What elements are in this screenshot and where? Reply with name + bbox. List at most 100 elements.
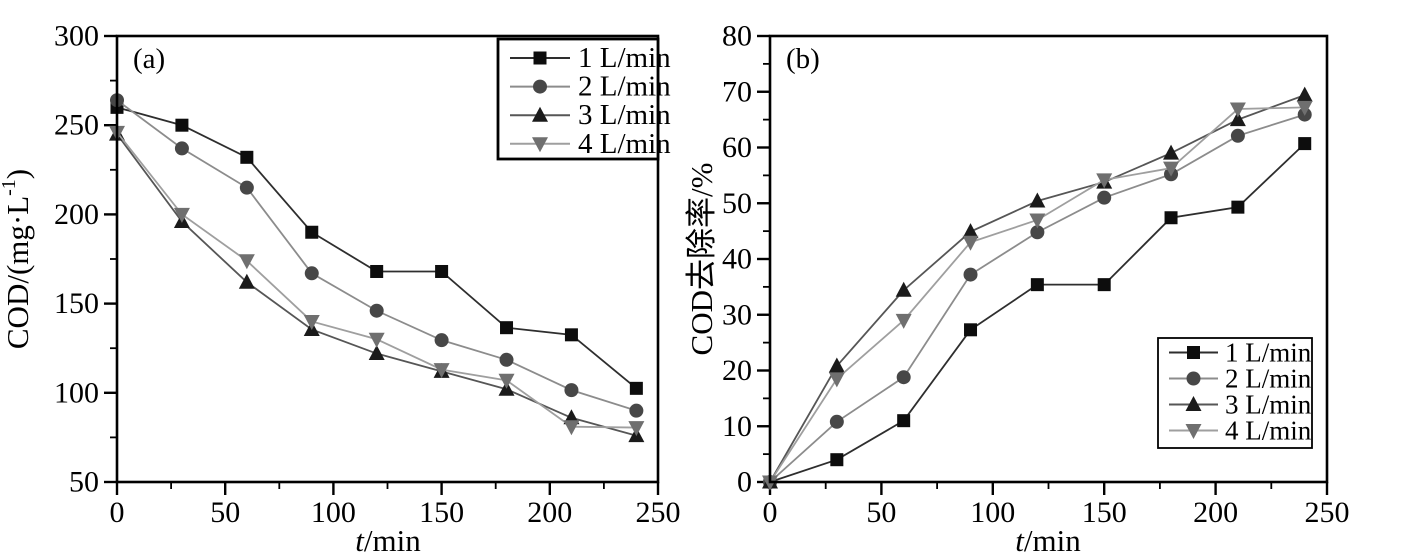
- chart-b: 0 50 100 150 200 250 0 10 20 30 40 50 60 70 80 (b) t/min…: [684, 20, 1350, 559]
- legend-label: 3 L/min: [1225, 390, 1312, 420]
- data-point-triangle-down: [628, 421, 645, 437]
- data-point-triangle-up: [962, 223, 979, 239]
- legend-marker-triangle-up: [532, 106, 548, 122]
- data-point-triangle-up: [1163, 144, 1180, 160]
- data-point-circle: [1097, 190, 1112, 205]
- data-point-triangle-up: [828, 357, 845, 373]
- data-point-triangle-up: [1229, 111, 1246, 127]
- data-point-square: [1298, 137, 1312, 151]
- data-point-square: [629, 381, 643, 395]
- y-tick-label: 40: [722, 243, 752, 276]
- y-tick-label: 50: [722, 187, 752, 220]
- data-point-square: [564, 328, 578, 342]
- legend-item: 1 L/min: [510, 42, 671, 74]
- legend-item: 2 L/min: [510, 71, 671, 103]
- x-tick-label: 150: [419, 496, 464, 529]
- data-point-square: [830, 453, 844, 467]
- legend-label: 1 L/min: [1225, 338, 1312, 368]
- data-point-square: [1164, 211, 1178, 225]
- data-point-triangle-up: [1029, 192, 1046, 208]
- data-point-square: [964, 323, 978, 337]
- plot-frame: [768, 34, 1329, 484]
- x-tick-label: 150: [1082, 496, 1127, 529]
- data-point-triangle-down: [563, 420, 580, 436]
- x-tick-label: 0: [110, 496, 125, 529]
- x-axis-title: t/min: [355, 523, 421, 558]
- series-2-l-min: [110, 93, 644, 418]
- panel-label: (b): [786, 43, 820, 75]
- legend-item: 1 L/min: [1169, 338, 1312, 368]
- legend-marker-square: [533, 51, 547, 65]
- data-point-triangle-up: [895, 281, 912, 297]
- data-point-triangle-down: [368, 332, 385, 348]
- data-point-square: [1030, 278, 1044, 292]
- y-axis-title: COD/(mg·L-1): [0, 169, 35, 349]
- y-tick-label: 100: [54, 376, 99, 409]
- panel-label: (a): [133, 43, 165, 75]
- legend-item: 3 L/min: [1169, 390, 1312, 420]
- x-tick-label: 200: [1193, 496, 1238, 529]
- data-point-circle: [629, 403, 644, 418]
- legend-marker-circle: [533, 79, 547, 94]
- data-point-square: [897, 414, 911, 428]
- legend-item: 3 L/min: [510, 99, 671, 131]
- y-tick-label: 0: [737, 466, 752, 499]
- y-tick-label: 80: [722, 20, 752, 53]
- data-point-triangle-up: [238, 273, 255, 289]
- legend-item: 4 L/min: [1169, 416, 1312, 446]
- data-point-square: [500, 321, 514, 335]
- legend-marker-circle: [1186, 371, 1201, 386]
- data-point-square: [1231, 200, 1245, 214]
- legend-marker-triangle-up: [1185, 396, 1202, 411]
- data-point-square: [1097, 278, 1111, 292]
- x-tick-label: 50: [866, 496, 896, 529]
- data-point-circle: [304, 266, 319, 281]
- legend-marker-square: [1187, 346, 1200, 359]
- series-4-l-min: [109, 125, 645, 437]
- data-point-circle: [1030, 225, 1045, 240]
- data-point-square: [240, 150, 254, 164]
- x-tick-label: 250: [636, 496, 681, 529]
- data-point-triangle-down: [498, 373, 515, 389]
- data-point-circle: [239, 180, 254, 195]
- plot-frame: [115, 34, 660, 484]
- y-tick-label: 20: [722, 354, 752, 387]
- data-point-square: [175, 118, 189, 132]
- data-point-triangle-down: [828, 372, 845, 388]
- data-point-circle: [963, 267, 978, 282]
- x-axis-ticks: [768, 482, 1329, 495]
- y-tick-label: 300: [54, 20, 99, 53]
- legend-label: 2 L/min: [578, 71, 671, 103]
- data-point-triangle-down: [433, 363, 450, 379]
- y-tick-label: 60: [722, 131, 752, 164]
- legend-item: 4 L/min: [510, 128, 671, 160]
- data-point-triangle-down: [238, 254, 255, 270]
- legend-label: 1 L/min: [578, 42, 671, 74]
- y-axis-title: COD去除率/%: [684, 163, 719, 356]
- data-point-triangle-down: [303, 314, 320, 330]
- data-point-circle: [829, 414, 844, 429]
- data-point-circle: [174, 141, 189, 156]
- x-axis-ticks: [115, 482, 660, 495]
- series-line: [116, 133, 637, 437]
- y-tick-label: 70: [722, 75, 752, 108]
- series-1-l-min: [763, 137, 1312, 489]
- legend-label: 4 L/min: [578, 128, 671, 160]
- data-point-square: [435, 264, 449, 278]
- legend-label: 2 L/min: [1225, 364, 1312, 394]
- data-point-circle: [369, 303, 384, 318]
- data-point-triangle-down: [1163, 161, 1180, 177]
- data-point-triangle-down: [1029, 213, 1046, 229]
- y-tick-label: 200: [54, 198, 99, 231]
- y-tick-label: 150: [54, 287, 99, 320]
- y-tick-label: 50: [69, 466, 99, 499]
- data-point-triangle-down: [1096, 173, 1113, 189]
- x-tick-label: 0: [763, 496, 778, 529]
- data-point-circle: [564, 383, 579, 398]
- data-point-triangle-up: [1296, 86, 1313, 102]
- legend-label: 4 L/min: [1225, 416, 1312, 446]
